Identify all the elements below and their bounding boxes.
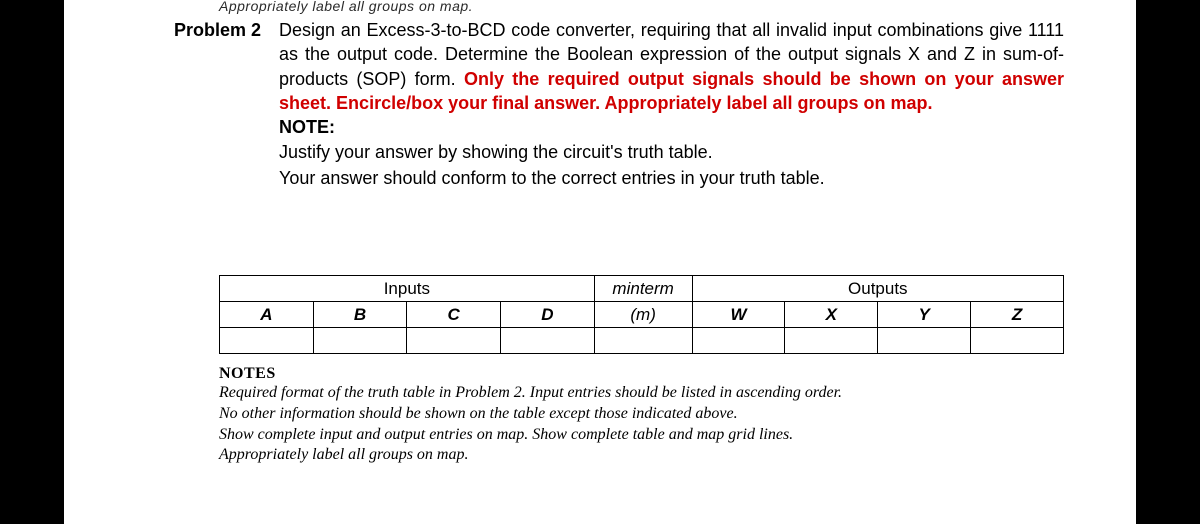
notes-title: NOTES [219,365,1064,383]
col-m: (m) [594,302,692,328]
table-row [220,328,1064,354]
problem-block: Problem 2 Design an Excess-3-to-BCD code… [174,18,1064,191]
table-header-cols: A B C D (m) W X Y Z [220,302,1064,328]
col-Z: Z [971,302,1064,328]
document-page: Appropriately label all groups on map. P… [64,0,1136,524]
cell [313,328,407,354]
notes-block: NOTES Required format of the truth table… [219,365,1064,466]
cell [692,328,785,354]
col-A: A [220,302,314,328]
problem-label: Problem 2 [174,18,261,41]
col-Y: Y [878,302,971,328]
table-header-groups: Inputs minterm Outputs [220,276,1064,302]
notes-line-2: No other information should be shown on … [219,404,1064,425]
cell [594,328,692,354]
problem-body: Design an Excess-3-to-BCD code converter… [279,18,1064,191]
col-X: X [785,302,878,328]
notes-line-4: Appropriately label all groups on map. [219,445,1064,466]
col-group-minterm: minterm [594,276,692,302]
note-line-2: Your answer should conform to the correc… [279,166,1064,190]
col-W: W [692,302,785,328]
cell [407,328,501,354]
notes-line-1: Required format of the truth table in Pr… [219,383,1064,404]
col-group-outputs: Outputs [692,276,1063,302]
col-B: B [313,302,407,328]
cell [220,328,314,354]
cell [878,328,971,354]
note-label: NOTE: [279,117,1064,138]
cell [971,328,1064,354]
col-D: D [501,302,595,328]
cell [785,328,878,354]
truth-table: Inputs minterm Outputs A B C D (m) W X Y… [219,275,1064,354]
notes-line-3: Show complete input and output entries o… [219,425,1064,446]
cell [501,328,595,354]
col-group-inputs: Inputs [220,276,595,302]
col-C: C [407,302,501,328]
note-line-1: Justify your answer by showing the circu… [279,140,1064,164]
cutoff-previous-line: Appropriately label all groups on map. [219,0,473,14]
